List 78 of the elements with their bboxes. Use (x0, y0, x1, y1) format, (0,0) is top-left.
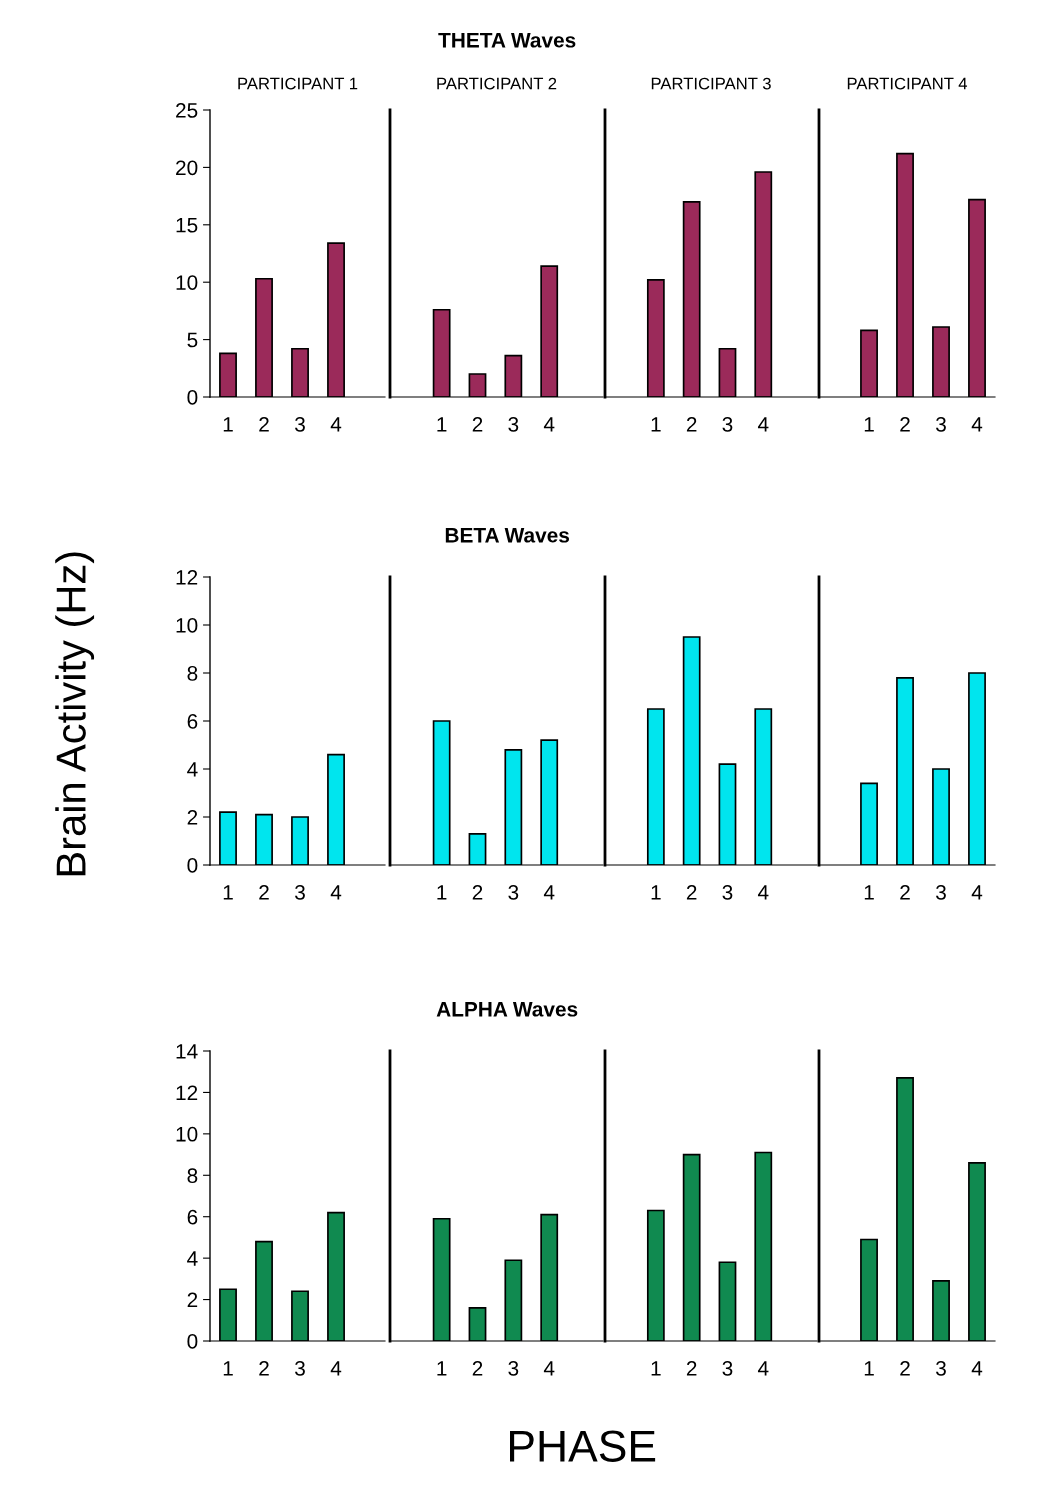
x-tick-label: 1 (437, 1361, 447, 1376)
y-tick-label: 8 (187, 666, 198, 681)
x-tick-label: 4 (330, 1361, 342, 1376)
x-tick-label: 4 (543, 417, 555, 432)
y-tick-label: 12 (176, 570, 198, 585)
x-tick-label: 1 (223, 1361, 233, 1376)
x-tick-label: 2 (900, 1360, 910, 1376)
x-tick-label: 1 (864, 885, 874, 900)
x-tick-label: 2 (472, 1360, 483, 1376)
y-tick-label: 12 (176, 1085, 198, 1100)
x-tick-label: 4 (330, 885, 342, 900)
x-tick-label: 3 (722, 416, 733, 432)
x-tick-label: 4 (543, 885, 555, 900)
x-tick-label: 1 (437, 885, 447, 900)
x-tick-label: 3 (722, 1360, 733, 1376)
x-tick-label: 2 (686, 884, 697, 900)
x-tick-label: 2 (259, 1360, 269, 1376)
x-tick-label: 1 (864, 417, 874, 432)
y-tick-label: 14 (176, 1044, 198, 1059)
x-tick-label: 2 (472, 884, 483, 900)
x-tick-label: 4 (971, 417, 983, 432)
x-tick-label: 2 (900, 416, 910, 432)
chart-title: ALPHA Waves (436, 1002, 578, 1017)
x-axis-title: PHASE (510, 1430, 656, 1462)
x-tick-label: 3 (722, 884, 733, 900)
x-tick-label: 1 (223, 417, 233, 432)
x-tick-label: 3 (936, 884, 946, 900)
x-tick-label: 4 (757, 1361, 769, 1376)
chart-subtitle: PARTICIPANT 2 (437, 77, 557, 90)
x-tick-label: 1 (651, 885, 661, 900)
x-tick-label: 4 (971, 1361, 983, 1376)
y-tick-label: 6 (187, 1209, 198, 1225)
y-tick-label: 10 (176, 275, 198, 290)
x-tick-label: 2 (259, 416, 269, 432)
y-tick-label: 0 (187, 858, 198, 873)
x-tick-label: 2 (472, 416, 483, 432)
x-tick-label: 2 (259, 884, 269, 900)
y-tick-label: 2 (187, 810, 198, 825)
y-tick-label: 0 (187, 1334, 198, 1349)
x-tick-label: 1 (651, 417, 661, 432)
x-tick-label: 3 (295, 884, 305, 900)
x-tick-label: 1 (864, 1361, 874, 1376)
x-tick-label: 2 (686, 1360, 697, 1376)
x-tick-label: 1 (651, 1361, 661, 1376)
y-tick-label: 20 (176, 160, 198, 176)
x-tick-label: 3 (295, 416, 305, 432)
chart-subtitle: PARTICIPANT 4 (847, 77, 968, 90)
x-tick-label: 4 (330, 417, 342, 432)
y-axis-title: Brain Activity (Hz) (55, 552, 95, 876)
y-tick-label: 4 (187, 762, 198, 777)
x-tick-label: 4 (757, 417, 769, 432)
x-tick-label: 4 (757, 885, 769, 900)
y-tick-label: 25 (176, 103, 198, 118)
x-tick-label: 4 (543, 1361, 555, 1376)
y-tick-label: 10 (176, 1126, 198, 1142)
chart-title: THETA Waves (438, 33, 576, 48)
y-tick-label: 10 (176, 618, 198, 633)
x-tick-label: 3 (508, 416, 519, 432)
y-tick-label: 2 (187, 1292, 198, 1308)
x-tick-label: 1 (223, 885, 233, 900)
y-tick-label: 15 (176, 218, 198, 233)
x-tick-label: 4 (971, 885, 983, 900)
chart-subtitle: PARTICIPANT 3 (651, 77, 771, 90)
y-tick-label: 5 (187, 332, 198, 348)
x-tick-label: 3 (936, 416, 946, 432)
x-tick-label: 3 (508, 884, 519, 900)
chart-title: BETA Waves (445, 528, 569, 543)
y-tick-label: 4 (187, 1251, 198, 1266)
x-tick-label: 1 (437, 417, 447, 432)
chart-subtitle: PARTICIPANT 1 (238, 77, 358, 90)
y-tick-label: 0 (187, 390, 198, 405)
x-tick-label: 3 (508, 1360, 519, 1376)
y-tick-label: 6 (187, 714, 198, 729)
x-tick-label: 3 (295, 1360, 305, 1376)
y-tick-label: 8 (187, 1168, 198, 1184)
x-tick-label: 2 (900, 884, 910, 900)
x-tick-label: 2 (686, 416, 697, 432)
x-tick-label: 3 (936, 1360, 946, 1376)
